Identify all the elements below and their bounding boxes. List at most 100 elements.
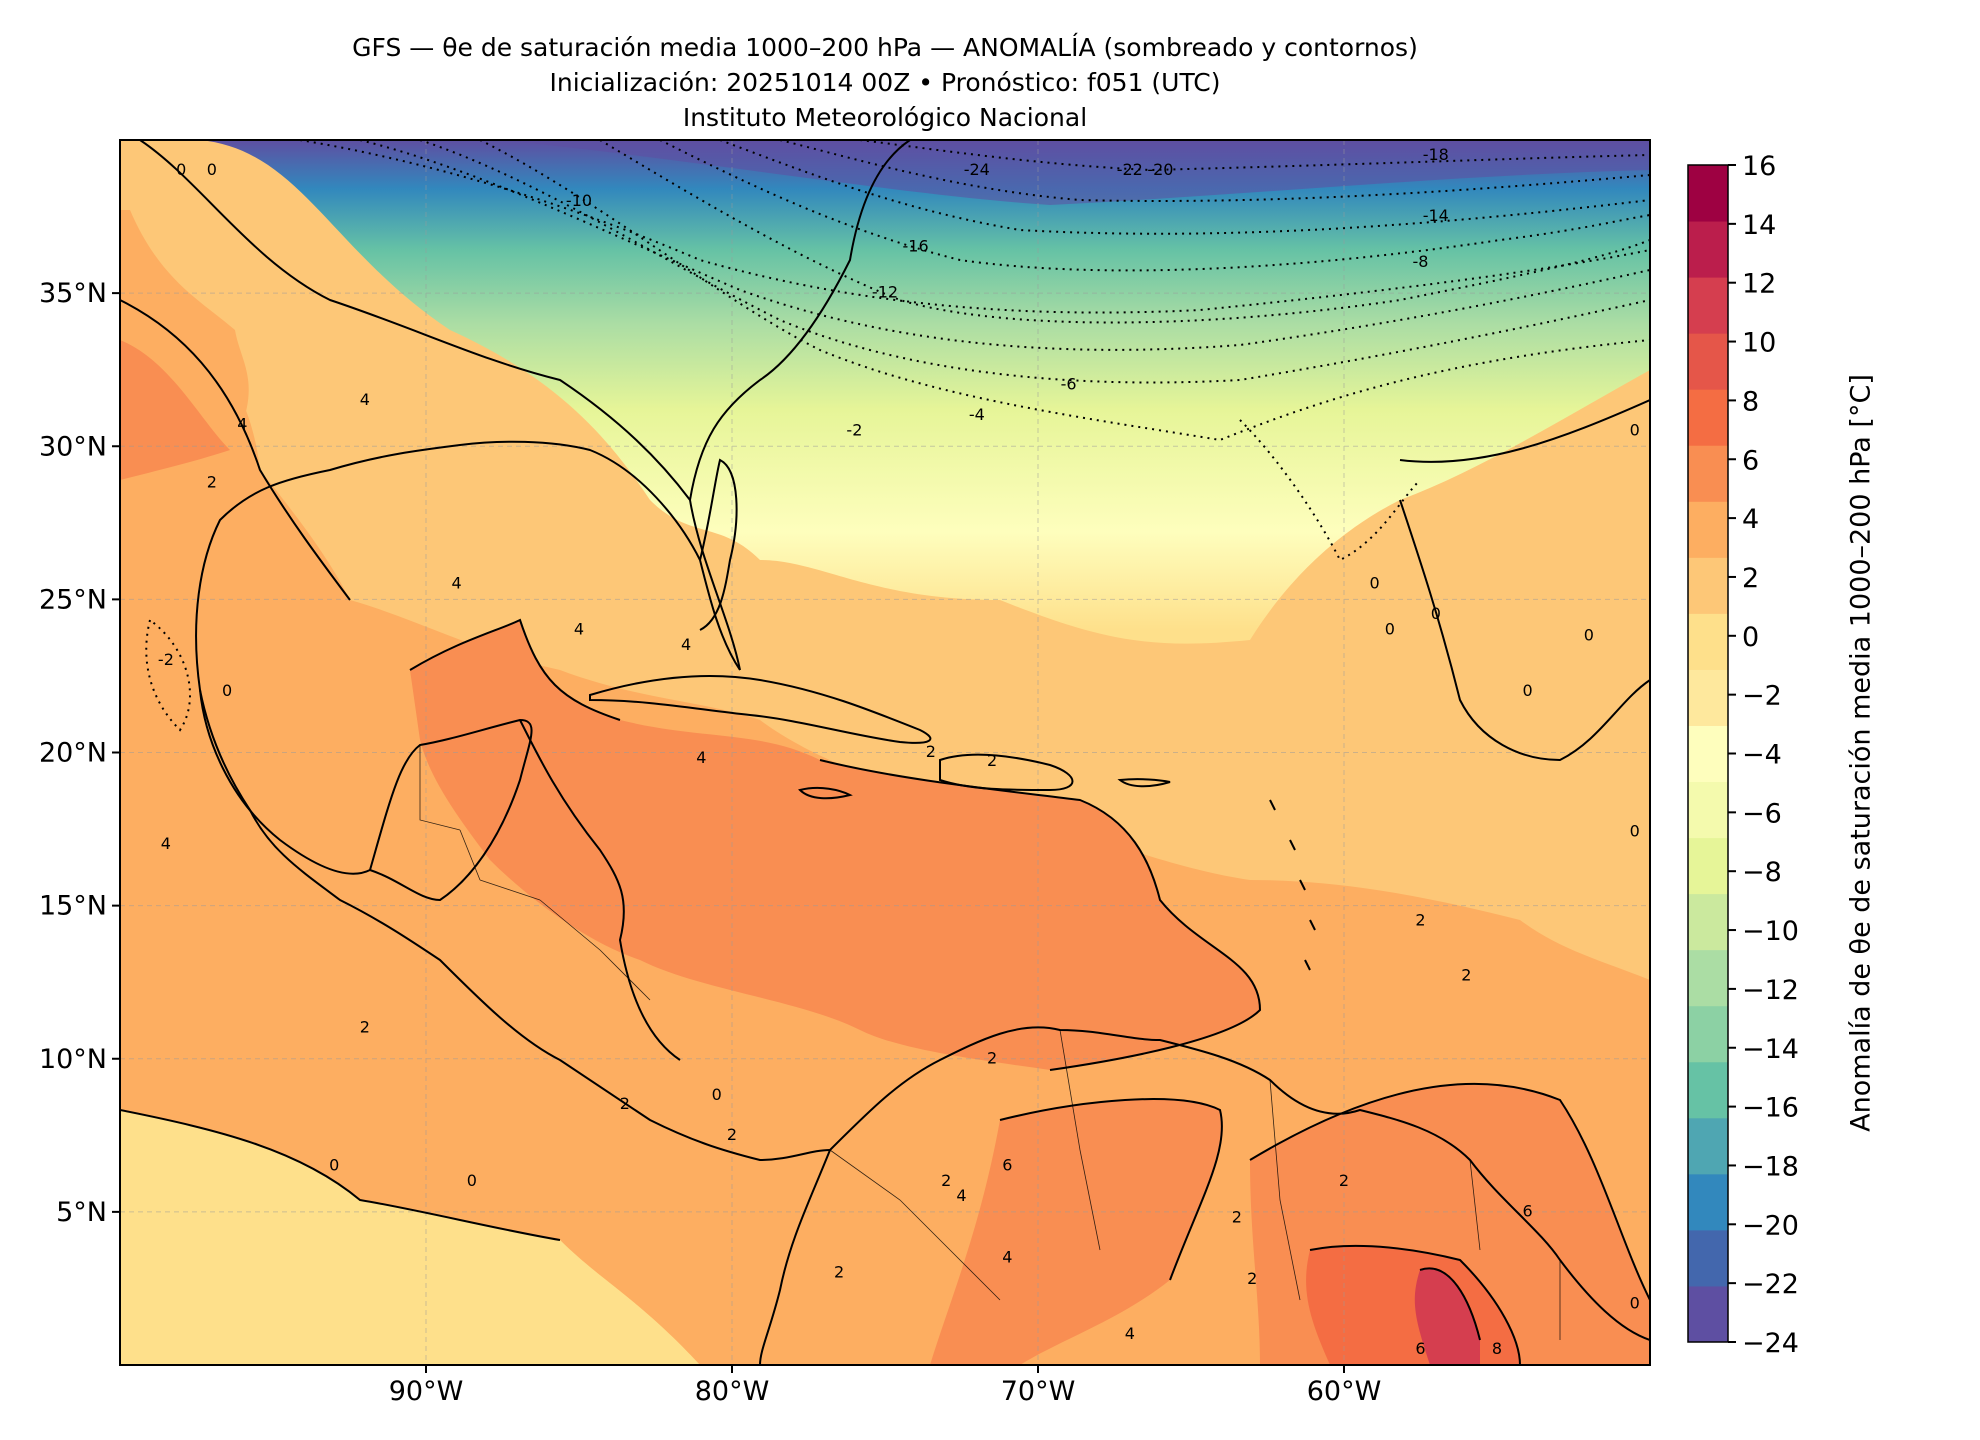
contour-label: -14 [1423,206,1449,225]
lat-tick-label: 30°N [39,431,107,462]
contour-label: 6 [1415,1339,1425,1358]
lat-tick-label: 10°N [39,1044,107,1075]
contour-label: -16 [903,237,929,256]
contour-label: 2 [941,1171,951,1190]
lat-tick-label: 35°N [39,278,107,309]
country-borders [419,745,1561,1340]
colorbar-segment [1688,445,1728,502]
lat-tick-label: 25°N [39,584,107,615]
colorbar-tick-label: −16 [1742,1093,1799,1124]
contour-label: 2 [1232,1208,1242,1227]
colorbar-segment [1688,557,1728,614]
contour-label: 6 [1002,1155,1012,1174]
contour-label: 2 [987,751,997,770]
contour-label: 0 [1630,1293,1640,1312]
colorbar-segment [1688,781,1728,839]
title-line-institute: Instituto Meteorológico Nacional [682,103,1088,132]
title-line-main: GFS — θe de saturación media 1000–200 hP… [352,33,1418,62]
lon-tick-label: 70°W [1001,1376,1076,1407]
contour-label: 4 [574,620,584,639]
contour-label: -2 [846,420,862,439]
contour-label: 2 [620,1094,630,1113]
contour-label: 2 [834,1263,844,1282]
colorbar-segment [1688,837,1728,895]
colorbar-tick-label: 16 [1742,151,1776,182]
colorbar-segment [1688,1005,1728,1063]
anomaly-region-4-6-venezuela [930,1099,1222,1365]
contour-label: 0 [1523,681,1533,700]
colorbar-tick-label: 6 [1742,445,1759,476]
colorbar-segment [1688,725,1728,783]
colorbar-segment [1688,1061,1728,1119]
colorbar-tick-label: 0 [1742,622,1759,653]
contour-label: -20 [1147,160,1173,179]
contour-labels: 0 0-10-24 -22 -20-18-16-14-12-8-6-4-2 044244… [158,145,1640,1358]
contour-label: 4 [956,1186,966,1205]
lat-tick-label: 5°N [56,1197,107,1228]
anomaly-region-8-10 [1414,1268,1480,1365]
latitude-axis: 35°N 30°N 25°N 20°N 15°N 10°N 5°N [39,278,120,1228]
contour-label: 0 [1630,822,1640,841]
colorbar-tick-label: −12 [1742,975,1799,1006]
lon-tick-label: 60°W [1307,1376,1382,1407]
colorbar-segment [1688,669,1728,726]
anomaly-region-4-6-texas [120,340,230,480]
colorbar-segment [1688,333,1728,390]
contour-label: -4 [969,405,985,424]
contour-label: 0 [1370,574,1380,593]
colorbar-tick-label: −14 [1742,1034,1799,1065]
colorbar-segment [1688,1229,1728,1287]
contour-label: 2 [727,1125,737,1144]
colorbar-segment [1688,1285,1728,1343]
contour-label: -12 [872,283,898,302]
contour-lines-positive [120,140,1650,1365]
lon-tick-label: 80°W [695,1376,770,1407]
contour-label: 2 [1415,910,1425,929]
colorbar-tick-label: −20 [1742,1210,1799,1241]
colorbar-tick-label: −18 [1742,1151,1799,1182]
colorbar-tick-label: −24 [1742,1328,1799,1359]
contour-label: 8 [1492,1339,1502,1358]
contour-label: 0 [207,160,217,179]
colorbar-tick-label: 8 [1742,386,1759,417]
contour-label: 2 [926,742,936,761]
contour-label: 2 [360,1018,370,1037]
contour-label: 0 [329,1155,339,1174]
colorbar-segment [1688,613,1728,670]
colorbar: 16 14 12 10 8 6 4 2 0 −2 −4 −6 −8 −10 −12 −14 −16 −18 −20 −… [1687,151,1799,1359]
contour-label: 0 [1630,420,1640,439]
contour-label: -24 [964,160,990,179]
colorbar-segment [1688,893,1728,951]
colorbar-tick-label: −8 [1742,857,1782,888]
contour-label: 0 [1431,604,1441,623]
contour-label: -10 [566,191,592,210]
map-area [120,140,1650,1365]
lat-tick-label: 15°N [39,891,107,922]
colorbar-segment [1688,389,1728,446]
contour-lines-negative [145,140,1650,732]
contour-label: 4 [360,390,370,409]
colorbar-segment [1688,501,1728,558]
lat-tick-label: 20°N [39,738,107,769]
colorbar-tick-label: −6 [1742,798,1782,829]
contour-label: 0 [1385,620,1395,639]
contour-label: 4 [452,574,462,593]
contour-label: 4 [1125,1324,1135,1343]
title-line-init: Inicialización: 20251014 00Z • Pronóstic… [549,68,1221,97]
contour-label: -6 [1061,375,1077,394]
colorbar-segment [1688,949,1728,1007]
colorbar-label: Anomalía de θe de saturación media 1000–… [1846,374,1877,1132]
anomaly-region-4-6-caribbean [410,620,1260,1070]
anomaly-region-0-2-pacific [120,1110,700,1365]
contour-label: -2 [158,650,174,669]
colorbar-segment [1688,1117,1728,1175]
colorbar-tick-label: −2 [1742,681,1782,712]
contour-label: 6 [1523,1201,1533,1220]
contour-label: 2 [1247,1269,1257,1288]
contour-label: 0 [467,1171,477,1190]
colorbar-tick-label: 10 [1742,328,1776,359]
contour-label: 4 [681,635,691,654]
colorbar-tick-label: −22 [1742,1269,1799,1300]
contour-label: 0 [712,1085,722,1104]
